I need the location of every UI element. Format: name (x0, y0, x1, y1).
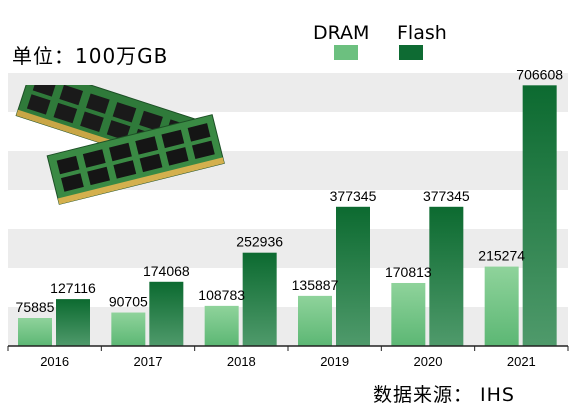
bar-flash-2021 (522, 85, 557, 346)
background-band (8, 268, 568, 307)
legend-label-dram: DRAM (313, 22, 370, 44)
value-label-flash-2017: 174068 (143, 263, 190, 279)
background-band (8, 190, 568, 229)
value-label-dram-2020: 170813 (385, 264, 432, 280)
bar-flash-2016 (56, 299, 90, 346)
value-labels-group: 75885 127116 90705 174068 108783 252936 135887… (16, 66, 564, 315)
background-band (8, 307, 568, 346)
source-label: 数据来源： IHS (373, 384, 515, 406)
bar-flash-2018 (242, 252, 277, 346)
x-axis: 2016 2017 2018 2019 2020 2021 (7, 345, 569, 369)
bar-flash-2019 (336, 206, 370, 346)
value-label-flash-2020: 377345 (423, 188, 470, 204)
bar-dram-2019 (298, 295, 332, 346)
x-tick-label-2021: 2021 (507, 354, 536, 369)
bar-dram-2021 (484, 266, 519, 346)
value-label-flash-2018: 252936 (236, 234, 283, 250)
x-tick-label-2020: 2020 (414, 354, 443, 369)
x-tick-label-2018: 2018 (227, 354, 256, 369)
value-label-dram-2016: 75885 (16, 299, 55, 315)
x-tick-label-2017: 2017 (134, 354, 163, 369)
value-label-dram-2021: 215274 (478, 248, 525, 264)
unit-label: 单位：100万GB (12, 44, 169, 68)
background-band (8, 229, 568, 268)
x-tick-label-2019: 2019 (320, 354, 349, 369)
legend-swatch-dram (334, 45, 358, 60)
value-label-dram-2017: 90705 (109, 294, 148, 310)
value-label-dram-2018: 108783 (198, 287, 245, 303)
bar-dram-2020 (391, 282, 426, 346)
ram-module-image (15, 85, 225, 205)
bar-flash-2020 (429, 206, 464, 346)
x-tick-label-2016: 2016 (40, 354, 69, 369)
bar-dram-2017 (111, 312, 146, 346)
legend-label-flash: Flash (397, 22, 447, 44)
bar-flash-2017 (149, 281, 184, 346)
legend-swatch-flash (399, 45, 423, 60)
value-label-flash-2019: 377345 (330, 188, 377, 204)
bar-dram-2018 (204, 305, 239, 346)
value-label-flash-2016: 127116 (50, 280, 96, 296)
bar-dram-2016 (18, 318, 52, 346)
bars-group (18, 85, 557, 346)
value-label-flash-2021: 706608 (516, 66, 563, 82)
value-label-dram-2019: 135887 (292, 277, 339, 293)
legend-swatches (334, 45, 423, 60)
